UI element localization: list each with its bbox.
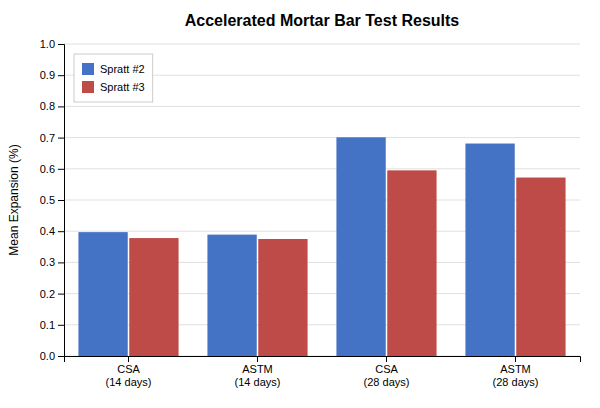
x-tick-mark (257, 356, 258, 362)
x-tick-label: ASTM(28 days) (493, 363, 539, 388)
x-axis-line (65, 357, 581, 363)
bar-series (78, 137, 514, 356)
x-tick-mark (128, 356, 129, 362)
grid-line (64, 44, 580, 45)
bar (129, 238, 178, 356)
bar (387, 170, 436, 356)
y-tick-label: 0.3 (40, 256, 55, 268)
y-tick-mark (58, 169, 64, 170)
legend-label: Spratt #2 (100, 63, 145, 75)
x-tick-label-line: (14 days) (235, 376, 281, 388)
y-axis: 0.0 0.1 0.2 0.3 0.4 0.5 0.6 0.7 0.8 0.9 1.0 (40, 38, 65, 362)
grid (64, 44, 580, 356)
y-tick: 0.6 (40, 163, 64, 175)
x-tick-label-line: (28 days) (364, 376, 410, 388)
x-tick-label: CSA(14 days) (106, 363, 152, 388)
y-tick: 0.9 (40, 69, 64, 81)
x-tick-label-line: (28 days) (493, 376, 539, 388)
y-tick-label: 0.5 (40, 194, 55, 206)
x-tick: CSA(28 days) (364, 356, 410, 388)
y-tick: 0.8 (40, 100, 64, 112)
legend-label: Spratt #3 (100, 81, 145, 93)
y-tick-mark (58, 106, 64, 107)
y-axis-line (58, 45, 65, 357)
y-tick-mark (58, 262, 64, 263)
x-tick: ASTM(28 days) (493, 356, 539, 388)
y-tick: 0.1 (40, 319, 64, 331)
y-tick-mark (58, 200, 64, 201)
y-tick: 1.0 (40, 38, 64, 50)
y-tick-mark (58, 356, 64, 357)
y-tick-label: 0.1 (40, 319, 55, 331)
x-tick-label-line: ASTM (242, 363, 273, 375)
y-tick: 0.2 (40, 288, 64, 300)
y-tick: 0.3 (40, 256, 64, 268)
y-tick-label: 0.6 (40, 163, 55, 175)
y-tick-label: 0.0 (40, 350, 55, 362)
y-tick-label: 0.8 (40, 100, 55, 112)
x-tick-label-line: ASTM (500, 363, 531, 375)
legend-swatch (82, 81, 94, 93)
x-tick-mark (386, 356, 387, 362)
bar (516, 178, 565, 356)
y-tick-mark (58, 44, 64, 45)
legend-item: Spratt #2 (82, 63, 145, 75)
x-axis: CSA(14 days)ASTM(14 days)CSA(28 days)AST… (65, 356, 581, 388)
x-tick: CSA(14 days) (106, 356, 152, 388)
x-tick-label-line: CSA (375, 363, 398, 375)
y-tick: 0.4 (40, 225, 64, 237)
grid-line (64, 137, 580, 138)
legend: Spratt #2 Spratt #3 (74, 54, 153, 102)
y-tick: 0.5 (40, 194, 64, 206)
bars (78, 137, 565, 356)
y-tick: 0.7 (40, 132, 64, 144)
y-tick-label: 0.4 (40, 225, 55, 237)
title: Accelerated Mortar Bar Test Results (185, 12, 460, 29)
bar (465, 144, 514, 356)
y-tick-mark (58, 138, 64, 139)
grid-line (64, 106, 580, 107)
bar (207, 235, 256, 356)
plot: 0.00.10.20.30.40.50.60.70.80.91.0CSA(14 … (40, 38, 581, 388)
y-tick: 0.0 (40, 350, 64, 362)
y-tick-mark (58, 294, 64, 295)
x-tick-label-line: CSA (117, 363, 140, 375)
bar (336, 137, 385, 356)
y-tick-mark (58, 75, 64, 76)
x-tick: ASTM(14 days) (235, 356, 281, 388)
legend-item: Spratt #3 (82, 81, 145, 93)
x-tick-mark (515, 356, 516, 362)
y-axis-title: Mean Expansion (%) (7, 144, 21, 255)
x-tick-label-line: (14 days) (106, 376, 152, 388)
y-tick-mark (58, 325, 64, 326)
y-tick-label: 0.9 (40, 69, 55, 81)
chart: 0.00.10.20.30.40.50.60.70.80.91.0CSA(14 … (0, 0, 600, 408)
x-tick-label: ASTM(14 days) (235, 363, 281, 388)
bar-series (129, 170, 565, 356)
legend-items: Spratt #2 Spratt #3 (82, 63, 145, 93)
y-tick-mark (58, 231, 64, 232)
legend-swatch (82, 63, 94, 75)
y-tick-label: 1.0 (40, 38, 55, 50)
bar (258, 239, 307, 356)
legend-frame (74, 54, 153, 102)
bar (78, 232, 127, 356)
x-tick-label: CSA(28 days) (364, 363, 410, 388)
y-tick-label: 0.2 (40, 288, 55, 300)
y-tick-label: 0.7 (40, 132, 55, 144)
